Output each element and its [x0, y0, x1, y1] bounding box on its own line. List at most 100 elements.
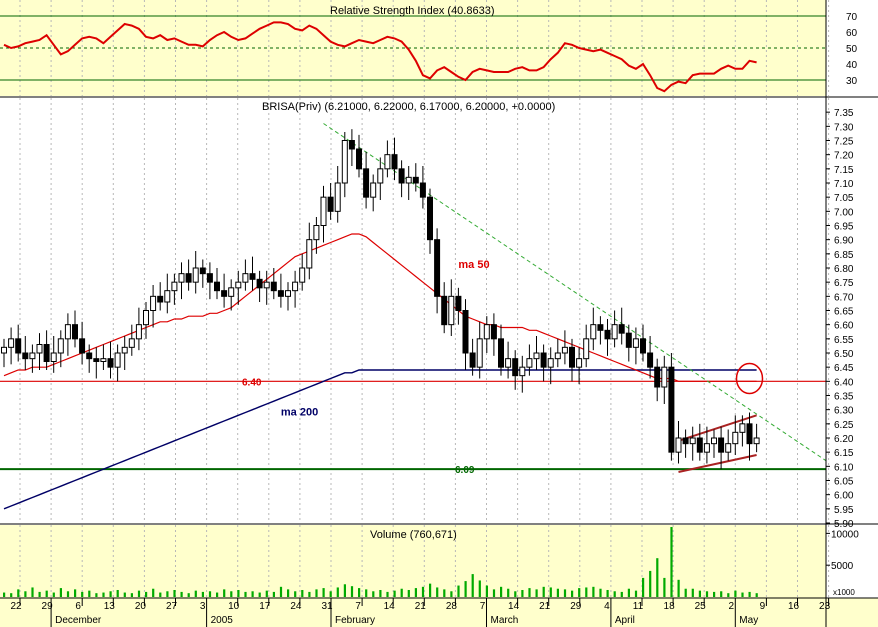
month-label: 2005 [211, 615, 234, 626]
rsi-tick-label: 50 [846, 44, 858, 55]
candle [292, 270, 299, 308]
volume-bar [216, 592, 219, 597]
volume-bar [436, 587, 439, 597]
x-tick-label: 14 [508, 601, 520, 612]
candle [668, 353, 675, 461]
candle-body [498, 338, 504, 368]
volume-bar [322, 588, 325, 597]
volume-bar [485, 585, 488, 597]
volume-bar [443, 589, 446, 597]
candle [114, 344, 121, 382]
volume-bar [10, 593, 13, 597]
volume-bar [705, 591, 709, 597]
rsi-line [3, 21, 757, 93]
candle [43, 330, 50, 370]
volume-bar [549, 587, 552, 597]
x-tick-label: 4 [604, 601, 610, 612]
candle [696, 423, 703, 461]
candle [199, 259, 206, 288]
x-tick-label: 27 [166, 601, 178, 612]
candle-body [15, 338, 22, 354]
candle-body [143, 310, 149, 326]
volume-bar [627, 588, 630, 597]
volume-bar [698, 590, 701, 597]
x-axis: 22 29 6 13 20 27 3 10 17 24 31 7 14 21 28 7 14 21 29 4 11 18 2… [0, 598, 878, 627]
ma-50-label: ma 50 [458, 259, 489, 271]
candle [334, 166, 341, 223]
candle [561, 330, 568, 365]
candle [57, 330, 64, 368]
x-tick-label: 24 [290, 601, 302, 612]
volume-bars [3, 527, 758, 597]
candle-body [79, 338, 86, 354]
candle [427, 188, 433, 254]
candle-body [668, 366, 675, 453]
candle-body [121, 346, 128, 354]
volume-bar [748, 591, 751, 597]
candle-body [277, 290, 284, 297]
candle [64, 313, 71, 356]
volume-bar [663, 577, 666, 597]
candle-body [185, 273, 192, 283]
x-tick-label: 16 [788, 601, 800, 612]
candle [554, 338, 561, 368]
price-tick-label: 7.05 [834, 193, 854, 204]
candle [50, 336, 57, 373]
candle [1, 338, 7, 368]
candle-body [114, 352, 121, 368]
candle-body [221, 290, 228, 297]
candle [711, 429, 717, 458]
x-tick-label: 23 [819, 601, 831, 612]
price-tick-label: 6.30 [834, 406, 854, 417]
price-y-axis: 5.905.956.006.056.106.156.206.256.306.35… [826, 108, 854, 530]
rsi-tick-label: 40 [846, 60, 858, 71]
candle [107, 341, 114, 379]
x-tick-label: 11 [633, 601, 644, 612]
volume-bar [421, 586, 425, 597]
candle-body [242, 273, 249, 283]
price-tick-label: 6.00 [834, 491, 854, 502]
candle [576, 347, 583, 385]
candle [178, 262, 185, 300]
candle [206, 262, 213, 300]
volume-bar [279, 586, 283, 597]
volume-bar [251, 591, 254, 597]
candle-body [8, 338, 15, 348]
candle-body [72, 324, 78, 340]
candle [143, 302, 149, 339]
volume-bar [670, 527, 673, 597]
candle-body [57, 338, 64, 354]
candle-body [547, 358, 554, 368]
volume-bar [571, 590, 574, 597]
candle [441, 282, 448, 334]
candle [753, 423, 760, 453]
candle-body [206, 273, 213, 283]
volume-bar [585, 587, 588, 597]
candle-body [476, 338, 483, 368]
volume-bar [379, 590, 382, 597]
volume-bar [684, 588, 687, 597]
volume-bar [528, 588, 531, 597]
volume-bar [208, 591, 212, 597]
candle [313, 217, 320, 254]
candle-body [36, 344, 43, 354]
candle [214, 268, 220, 300]
volume-bar [17, 589, 20, 597]
price-tick-label: 6.05 [834, 477, 854, 488]
candle [263, 270, 270, 305]
candle [192, 251, 199, 294]
price-tick-label: 7.15 [834, 165, 854, 176]
candle [100, 344, 107, 370]
candle [597, 316, 604, 345]
volume-bar [3, 592, 6, 597]
price-tick-label: 6.35 [834, 392, 854, 403]
candle [185, 259, 192, 291]
candle [490, 313, 497, 356]
volume-tick-label: 5000 [831, 561, 854, 572]
candle [327, 183, 334, 220]
candle-body [150, 295, 157, 312]
candle [583, 324, 590, 368]
volume-bar [471, 574, 474, 597]
candle-body [306, 239, 313, 269]
price-channel [678, 414, 757, 473]
